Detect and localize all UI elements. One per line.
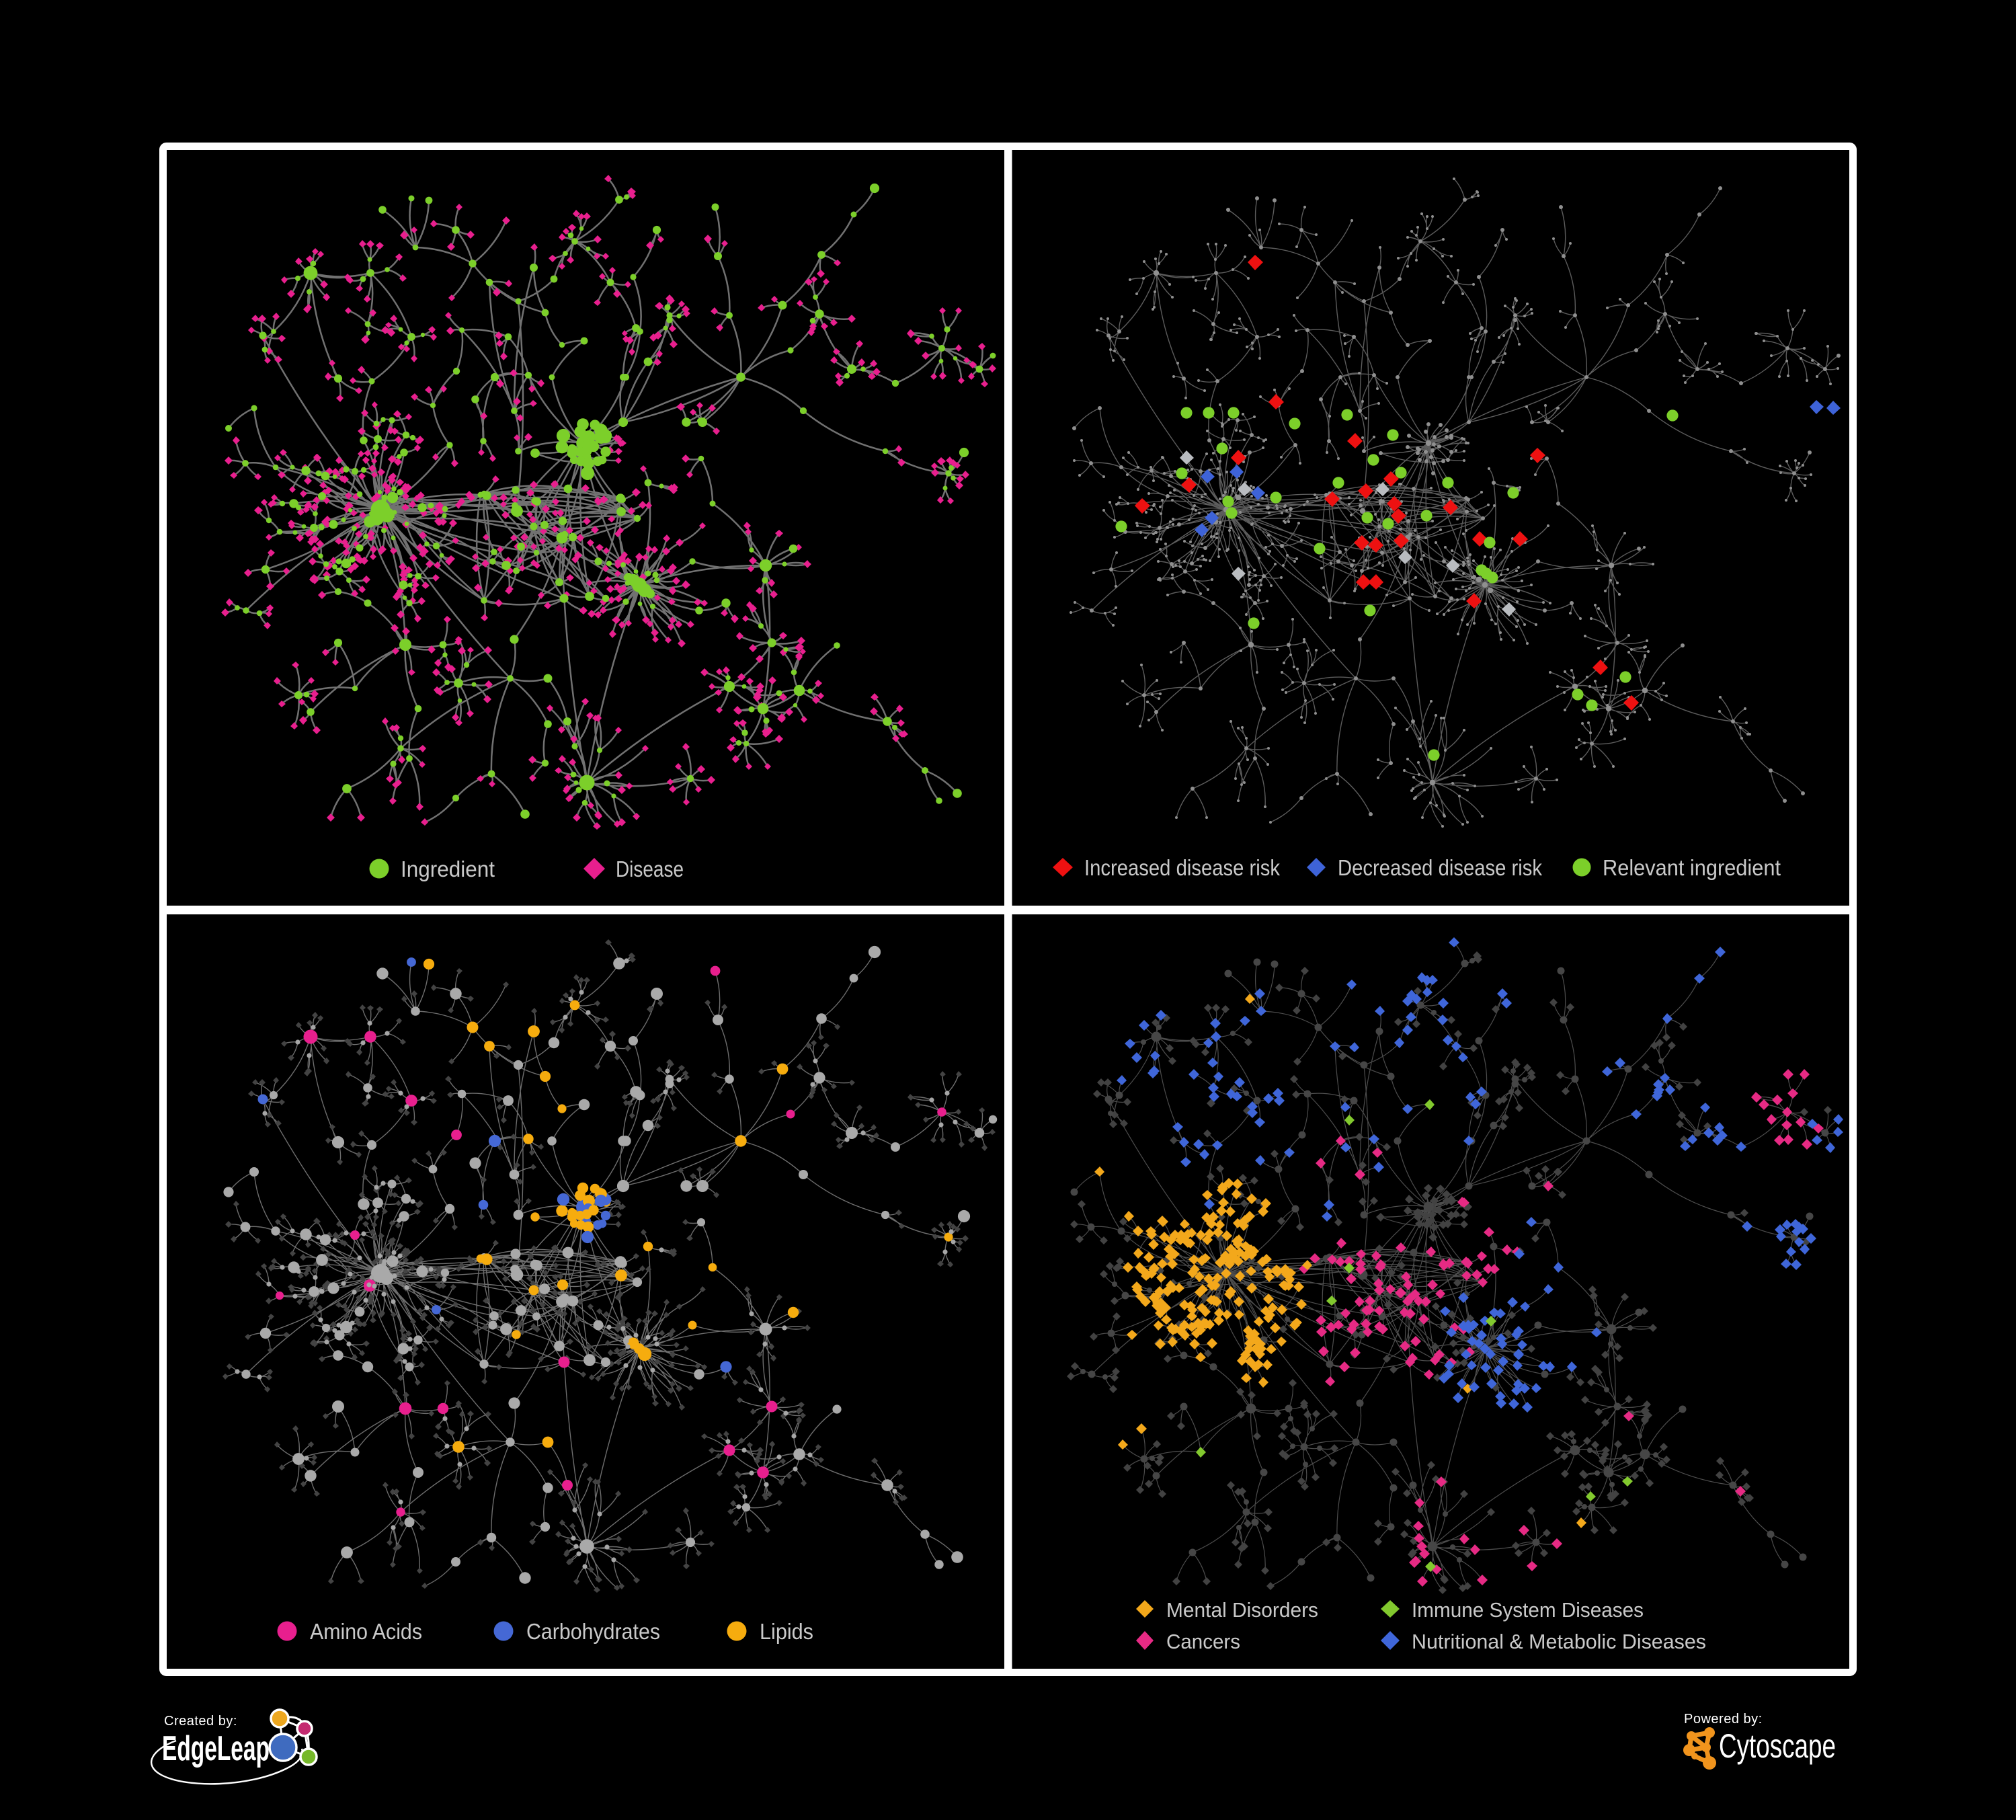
svg-text:Mental Disorders: Mental Disorders bbox=[1166, 1598, 1318, 1622]
svg-text:Nutritional & Metabolic Diseas: Nutritional & Metabolic Diseases bbox=[1412, 1630, 1706, 1653]
svg-text:Relevant ingredient: Relevant ingredient bbox=[1603, 855, 1781, 880]
svg-text:Immune System Diseases: Immune System Diseases bbox=[1412, 1598, 1644, 1622]
svg-text:Amino Acids: Amino Acids bbox=[310, 1619, 422, 1644]
svg-text:EdgeLeap: EdgeLeap bbox=[162, 1729, 270, 1768]
svg-text:Created by:: Created by: bbox=[164, 1714, 237, 1729]
svg-text:Lipids: Lipids bbox=[760, 1619, 813, 1644]
svg-text:Carbohydrates: Carbohydrates bbox=[526, 1619, 660, 1644]
svg-text:Cancers: Cancers bbox=[1166, 1630, 1240, 1653]
svg-text:Increased disease risk: Increased disease risk bbox=[1084, 855, 1280, 880]
svg-text:Ingredient: Ingredient bbox=[401, 857, 495, 881]
svg-text:Disease: Disease bbox=[616, 857, 684, 881]
svg-text:Decreased disease risk: Decreased disease risk bbox=[1338, 855, 1542, 880]
svg-text:Cytoscape: Cytoscape bbox=[1719, 1727, 1836, 1765]
svg-text:Powered by:: Powered by: bbox=[1684, 1712, 1763, 1727]
